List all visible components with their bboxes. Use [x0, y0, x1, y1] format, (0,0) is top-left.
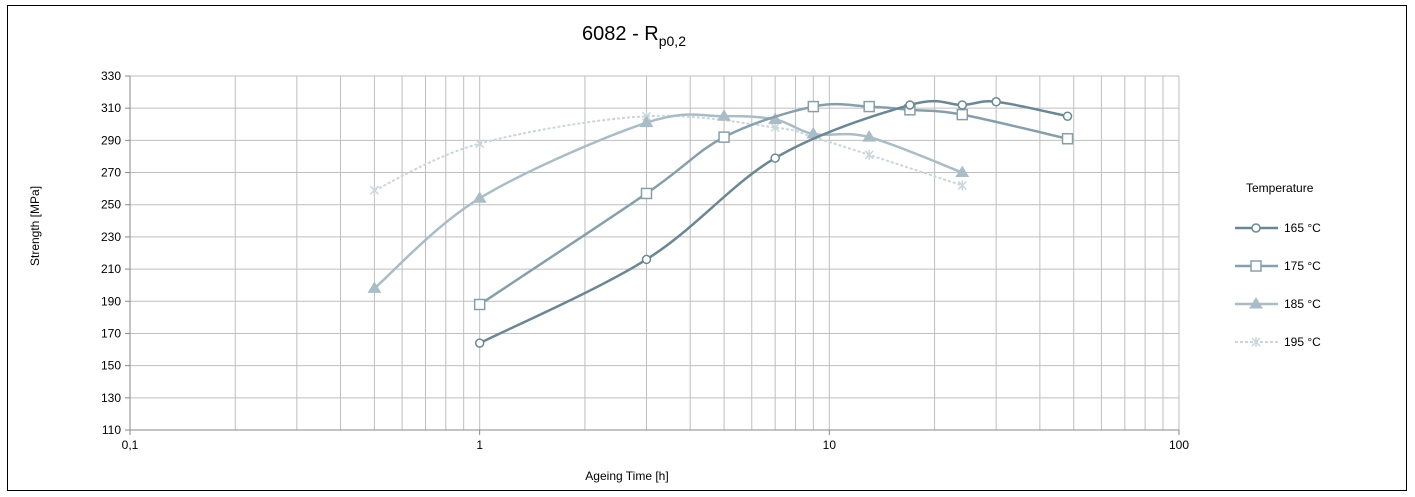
data-point: [474, 192, 486, 202]
data-point: [475, 299, 485, 309]
y-tick-label: 250: [101, 198, 121, 212]
data-point: [906, 101, 914, 109]
legend-marker: [1251, 261, 1261, 271]
data-point: [771, 154, 779, 162]
y-tick-label: 110: [102, 423, 121, 437]
data-point: [1063, 134, 1073, 144]
chart-svg: 6082 - Rp0,2 110130150170190210230250270…: [8, 6, 1408, 492]
y-tick-label: 290: [101, 133, 121, 147]
legend: 165 °C 175 °C 185 °C 195 °C: [1235, 221, 1321, 349]
x-tick-label: 100: [1169, 438, 1189, 452]
data-point: [992, 98, 1000, 106]
series-175c: [475, 102, 1073, 310]
series-195c: [370, 111, 966, 195]
data-point: [643, 255, 651, 263]
chart-title-subscript: p0,2: [659, 33, 686, 49]
y-tick-label: 150: [101, 359, 121, 373]
data-point: [864, 102, 874, 112]
legend-marker: [1252, 224, 1260, 232]
data-point: [642, 188, 652, 198]
legend-label: 195 °C: [1284, 335, 1321, 349]
y-axis-title: Strength [MPa]: [28, 186, 42, 266]
legend-label: 185 °C: [1284, 297, 1321, 311]
series-line: [480, 101, 1068, 343]
x-tick-label: 10: [823, 438, 837, 452]
x-axis-ticks: 0,1 1 10 100: [122, 430, 1190, 452]
chart-frame: 6082 - Rp0,2 110 130 150 170 190 210 230 250 270…: [7, 5, 1407, 491]
y-tick-label: 310: [101, 101, 121, 115]
legend-item: 195 °C: [1235, 335, 1321, 349]
data-point: [370, 185, 378, 195]
legend-label: 175 °C: [1284, 259, 1321, 273]
y-tick-label: 330: [101, 69, 121, 83]
legend-item: 175 °C: [1235, 259, 1321, 273]
data-point: [476, 339, 484, 347]
y-tick-label: 270: [101, 166, 121, 180]
y-tick-label: 170: [101, 326, 121, 340]
data-point: [808, 102, 818, 112]
legend-item: 165 °C: [1235, 221, 1321, 235]
x-axis-title: Ageing Time [h]: [585, 469, 668, 483]
series-185c: [368, 110, 968, 292]
legend-marker: [1252, 337, 1260, 347]
y-tick-label: 190: [101, 294, 121, 308]
y-axis-ticks: 110 130 150 170 190 210 230 250 270 290 310 330: [101, 69, 130, 437]
chart-title: 6082 - Rp0,2: [582, 23, 686, 49]
x-tick-label: 1: [476, 438, 483, 452]
data-point: [957, 110, 967, 120]
x-tick-label: 0,1: [122, 438, 139, 452]
y-tick-label: 130: [101, 391, 121, 405]
data-point: [719, 132, 729, 142]
y-tick-label: 210: [101, 262, 121, 276]
chart-title-main: 6082 - R: [582, 23, 659, 45]
data-point: [958, 101, 966, 109]
series-165c: [476, 98, 1072, 347]
legend-item: 185 °C: [1235, 297, 1321, 311]
data-point: [1064, 112, 1072, 120]
y-tick-label: 230: [101, 230, 121, 244]
legend-label: 165 °C: [1284, 221, 1321, 235]
data-series: [368, 98, 1072, 347]
legend-title: Temperature: [1246, 181, 1314, 195]
